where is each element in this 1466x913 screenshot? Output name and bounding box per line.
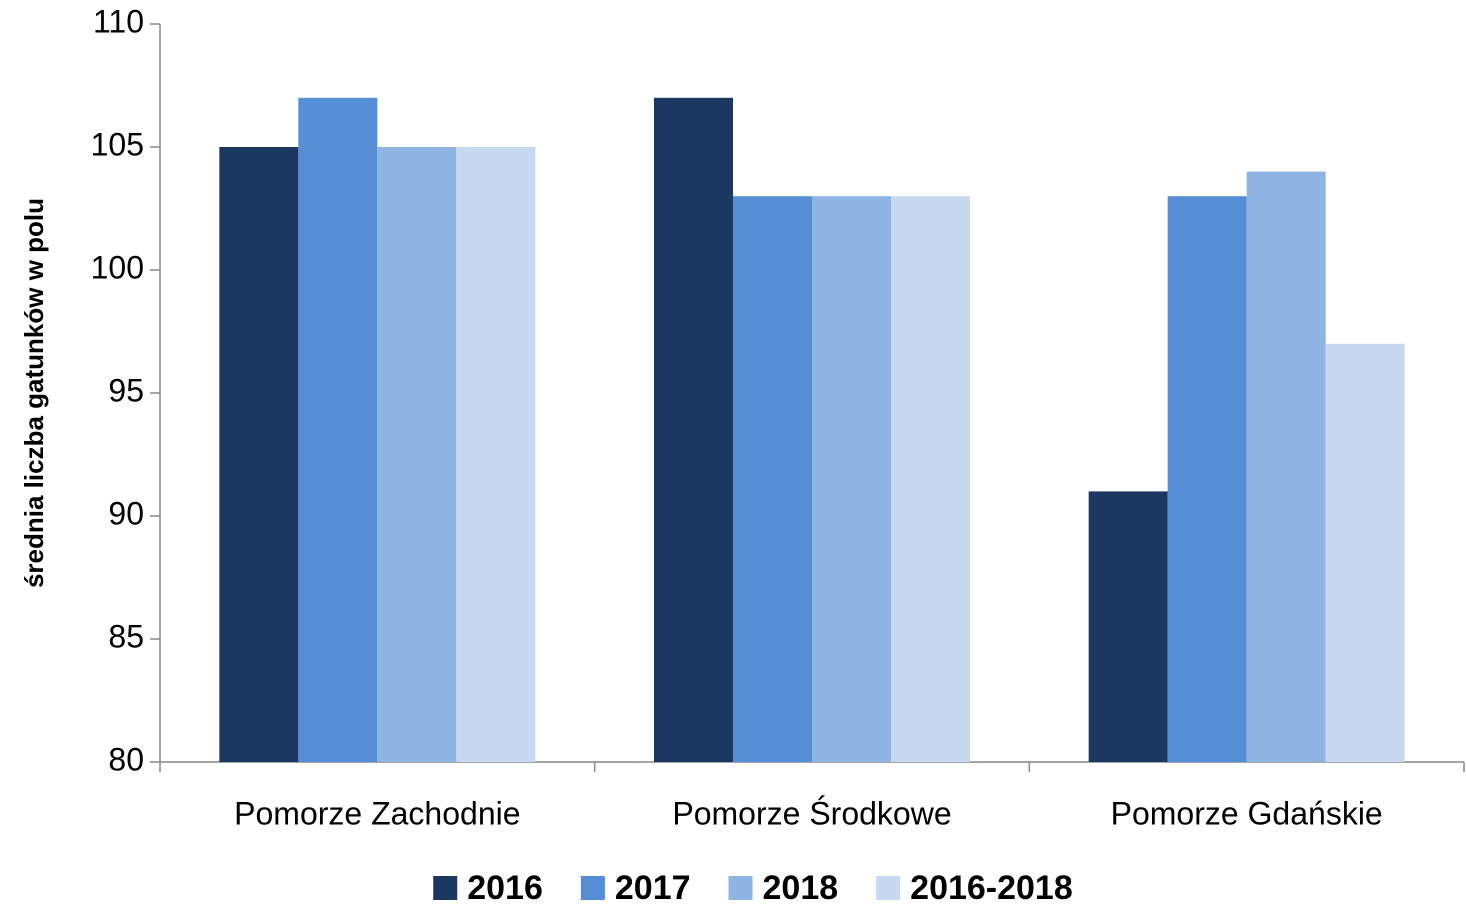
legend-label: 2016-2018 [910, 869, 1073, 907]
legend-label: 2017 [615, 869, 691, 907]
bar [1088, 491, 1168, 762]
bar [1246, 171, 1326, 763]
x-tick-label: Pomorze Środkowe [672, 795, 951, 831]
bar [812, 196, 891, 762]
y-axis-label: średnia liczba gatunków w polu [19, 198, 49, 588]
y-tick-label: 110 [93, 3, 144, 39]
y-tick-label: 95 [108, 372, 144, 408]
y-tick-label: 85 [108, 618, 144, 654]
y-tick-label: 90 [108, 495, 144, 531]
legend-label: 2018 [763, 869, 839, 907]
y-tick-label: 100 [91, 249, 144, 285]
legend-swatch [876, 876, 901, 900]
bar [1325, 343, 1405, 762]
bar [654, 97, 733, 763]
bar [733, 196, 812, 762]
y-tick-label: 80 [108, 741, 144, 777]
bar [298, 97, 378, 763]
legend-swatch [580, 876, 605, 900]
x-tick-label: Pomorze Gdańskie [1111, 795, 1383, 831]
bar [377, 147, 457, 762]
legend-swatch [728, 876, 753, 900]
legend-label: 2016 [467, 869, 543, 907]
bar [891, 196, 970, 762]
bar [219, 147, 299, 762]
x-tick-label: Pomorze Zachodnie [234, 795, 520, 831]
legend-swatch [433, 876, 458, 900]
bar [456, 147, 536, 762]
bar [1167, 196, 1247, 762]
y-tick-label: 105 [91, 126, 144, 162]
